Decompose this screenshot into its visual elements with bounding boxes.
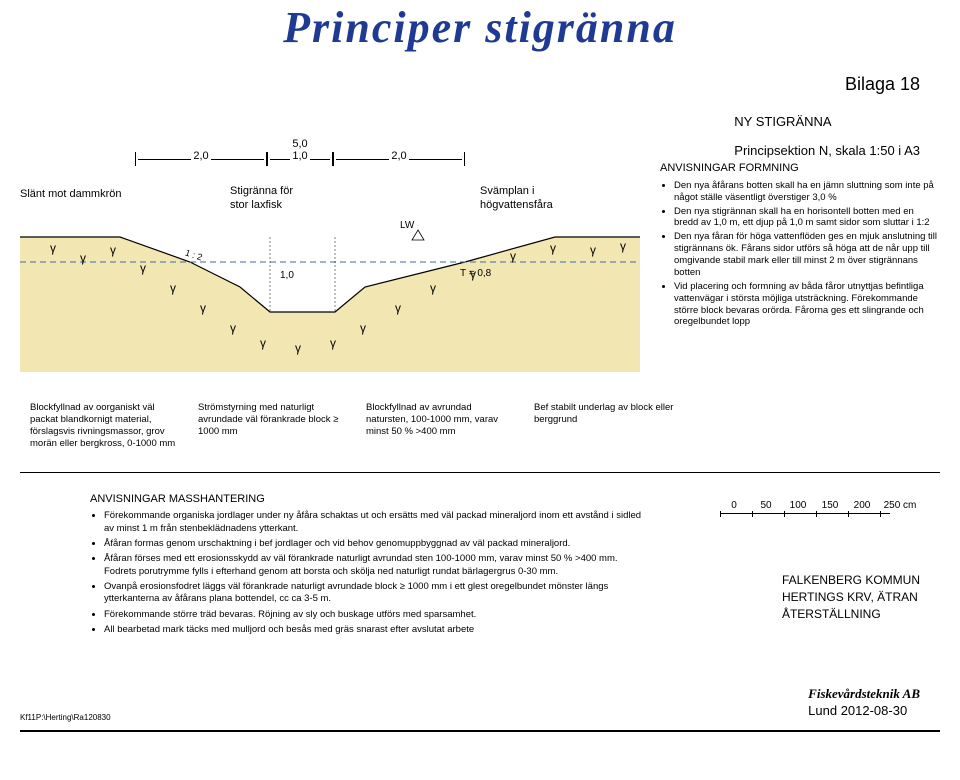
company-name: Fiskevårdsteknik AB bbox=[808, 685, 920, 703]
project-line2: HERTINGS KRV, ÄTRAN bbox=[782, 589, 920, 606]
label-svamplan-1: Svämplan i bbox=[480, 184, 553, 198]
formning-heading: ANVISNINGAR FORMNING bbox=[660, 162, 940, 176]
dim-seg-1: 2,0 bbox=[135, 152, 267, 166]
svg-text:γ: γ bbox=[170, 281, 176, 295]
dimension-row: 5,0 2,0 1,0 2,0 bbox=[135, 152, 465, 172]
scale-val: 0 bbox=[720, 500, 748, 511]
bilaga-label: Bilaga 18 bbox=[845, 74, 920, 95]
mass-item: Ovanpå erosionsfodret läggs väl förankra… bbox=[104, 581, 650, 606]
cross-section-svg: γγγ γγγ γγγ γγγ γγγ γγγ Slänt mot dammkr… bbox=[20, 192, 640, 372]
bottom-rule bbox=[20, 730, 940, 732]
svg-text:γ: γ bbox=[200, 301, 206, 315]
svg-text:γ: γ bbox=[80, 251, 86, 265]
label-lw: LW bbox=[400, 220, 414, 231]
project-block: FALKENBERG KOMMUN HERTINGS KRV, ÄTRAN ÅT… bbox=[782, 572, 920, 622]
project-line1: FALKENBERG KOMMUN bbox=[782, 572, 920, 589]
formning-item: Den nya åfårans botten skall ha en jämn … bbox=[674, 180, 940, 204]
scale-line bbox=[720, 513, 890, 519]
scale-bar: 0 50 100 150 200 250 cm bbox=[720, 500, 920, 519]
anvisningar-mass: ANVISNINGAR MASSHANTERING Förekommande o… bbox=[90, 492, 650, 639]
svg-text:γ: γ bbox=[50, 241, 56, 255]
mass-item: Åfåran förses med ett erosionsskydd av v… bbox=[104, 553, 650, 578]
svg-text:γ: γ bbox=[620, 239, 626, 253]
svg-text:γ: γ bbox=[395, 301, 401, 315]
mass-heading: ANVISNINGAR MASSHANTERING bbox=[90, 492, 650, 506]
header-line1: NY STIGRÄNNA bbox=[734, 112, 920, 133]
scale-val: 150 bbox=[816, 500, 844, 511]
legend-item: Bef stabilt underlag av block eller berg… bbox=[534, 402, 680, 450]
mass-item: Förekommande organiska jordlager under n… bbox=[104, 510, 650, 535]
scale-val: 100 bbox=[784, 500, 812, 511]
label-t: T = 0,8 bbox=[460, 268, 491, 279]
company-block: Fiskevårdsteknik AB Lund 2012-08-30 bbox=[808, 685, 920, 720]
dim-val-1: 2,0 bbox=[191, 150, 210, 162]
formning-item: Den nya fåran för höga vattenflöden ges … bbox=[674, 231, 940, 279]
dim-val-3: 2,0 bbox=[389, 150, 408, 162]
section-header: NY STIGRÄNNA Principsektion N, skala 1:5… bbox=[734, 112, 920, 162]
scale-values: 0 50 100 150 200 250 cm bbox=[720, 500, 920, 511]
label-slant: Slänt mot dammkrön bbox=[20, 187, 121, 201]
dim-val-2: 1,0 bbox=[290, 150, 309, 162]
svg-text:γ: γ bbox=[550, 241, 556, 255]
anvisningar-formning: ANVISNINGAR FORMNING Den nya åfårans bot… bbox=[660, 162, 940, 330]
label-svamplan-2: högvattensfåra bbox=[480, 198, 553, 212]
label-depth: 1,0 bbox=[280, 270, 294, 281]
svg-text:γ: γ bbox=[260, 336, 266, 350]
lw-triangle-icon bbox=[412, 230, 424, 240]
mass-item: All bearbetad mark täcks med mulljord oc… bbox=[104, 624, 650, 636]
svg-text:γ: γ bbox=[430, 281, 436, 295]
legend-item: Blockfyllnad av oorganiskt väl packat bl… bbox=[30, 402, 176, 450]
formning-item: Vid placering och formning av båda fåror… bbox=[674, 281, 940, 329]
file-reference: Kf11P:\Herting\Ra120830 bbox=[20, 713, 111, 722]
label-svamplan: Svämplan i högvattensfåra bbox=[480, 184, 553, 213]
svg-text:γ: γ bbox=[110, 243, 116, 257]
cross-section-diagram: 5,0 2,0 1,0 2,0 γ γ γ γ γ γ γ γ γ γ γ γ bbox=[20, 152, 640, 382]
dim-top: 5,0 bbox=[135, 138, 465, 150]
mass-item: Åfåran formas genom urschaktning i bef j… bbox=[104, 538, 650, 550]
formning-item: Den nya stigrännan skall ha en horisonte… bbox=[674, 206, 940, 230]
page-title: Principer stigränna bbox=[0, 2, 960, 53]
scale-val: 50 bbox=[752, 500, 780, 511]
svg-text:γ: γ bbox=[140, 261, 146, 275]
dim-seg-2: 1,0 bbox=[267, 152, 333, 166]
legend-item: Strömstyrning med naturligt avrundade vä… bbox=[198, 402, 344, 450]
mass-item: Förekommande större träd bevaras. Röjnin… bbox=[104, 609, 650, 621]
label-stigranna-1: Stigränna för bbox=[230, 184, 293, 198]
scale-val: 250 cm bbox=[880, 500, 920, 511]
svg-text:γ: γ bbox=[590, 243, 596, 257]
svg-text:γ: γ bbox=[330, 336, 336, 350]
legend-row: Blockfyllnad av oorganiskt väl packat bl… bbox=[30, 402, 680, 450]
svg-text:γ: γ bbox=[510, 249, 516, 263]
company-date: Lund 2012-08-30 bbox=[808, 702, 920, 720]
label-stigranna: Stigränna för stor laxfisk bbox=[230, 184, 293, 213]
svg-text:γ: γ bbox=[230, 321, 236, 335]
svg-text:γ: γ bbox=[360, 321, 366, 335]
scale-val: 200 bbox=[848, 500, 876, 511]
horizontal-divider bbox=[20, 472, 940, 473]
project-line3: ÅTERSTÄLLNING bbox=[782, 606, 920, 623]
header-line2: Principsektion N, skala 1:50 i A3 bbox=[734, 141, 920, 162]
ground-fill bbox=[20, 237, 640, 372]
svg-text:γ: γ bbox=[295, 341, 301, 355]
label-stigranna-2: stor laxfisk bbox=[230, 198, 293, 212]
dim-seg-3: 2,0 bbox=[333, 152, 465, 166]
legend-item: Blockfyllnad av avrundad natursten, 100-… bbox=[366, 402, 512, 450]
